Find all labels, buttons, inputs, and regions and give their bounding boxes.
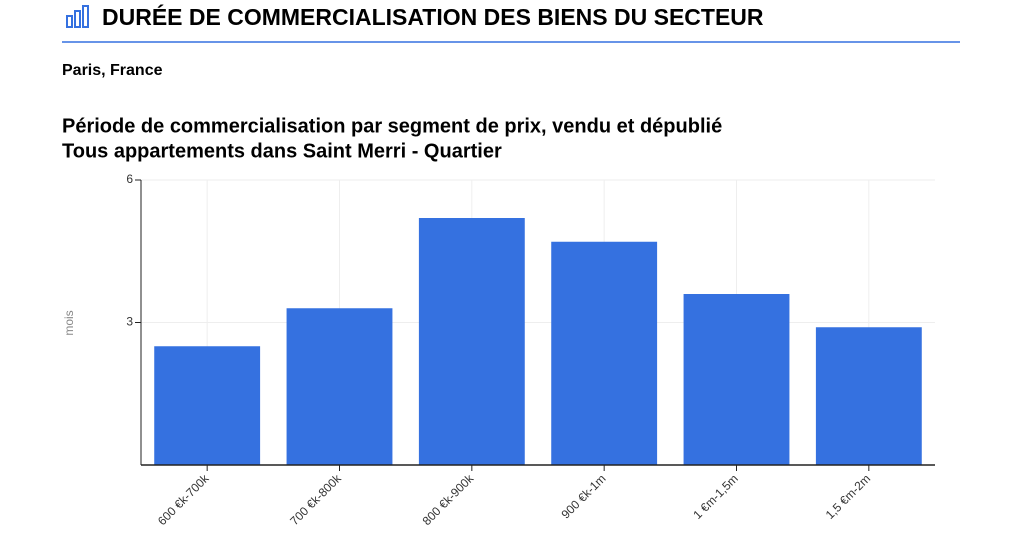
bar bbox=[286, 308, 393, 465]
y-tick-label: 6 bbox=[126, 172, 133, 186]
header-icon bbox=[66, 5, 89, 28]
x-tick-label: 900 €k-1m bbox=[559, 471, 609, 521]
x-tick-label: 800 €k-900k bbox=[420, 471, 477, 528]
header-title: DURÉE DE COMMERCIALISATION DES BIENS DU … bbox=[102, 3, 764, 30]
bar bbox=[418, 218, 525, 465]
bar bbox=[551, 241, 658, 465]
location: Paris, France bbox=[62, 62, 163, 79]
chart-title: Période de commercialisation par segment… bbox=[62, 115, 722, 137]
bar bbox=[815, 327, 922, 465]
bar bbox=[683, 294, 790, 465]
x-tick-label: 600 €k-700k bbox=[155, 471, 212, 528]
x-tick-label: 1,5 €m-2m bbox=[823, 471, 873, 521]
chart-subtitle: Tous appartements dans Saint Merri - Qua… bbox=[62, 140, 502, 162]
y-tick-label: 3 bbox=[126, 315, 133, 329]
y-axis-label: mois bbox=[62, 310, 76, 335]
x-tick-label: 1 €m-1,5m bbox=[690, 471, 740, 521]
x-tick-label: 700 €k-800k bbox=[287, 471, 344, 528]
bar bbox=[154, 346, 261, 465]
